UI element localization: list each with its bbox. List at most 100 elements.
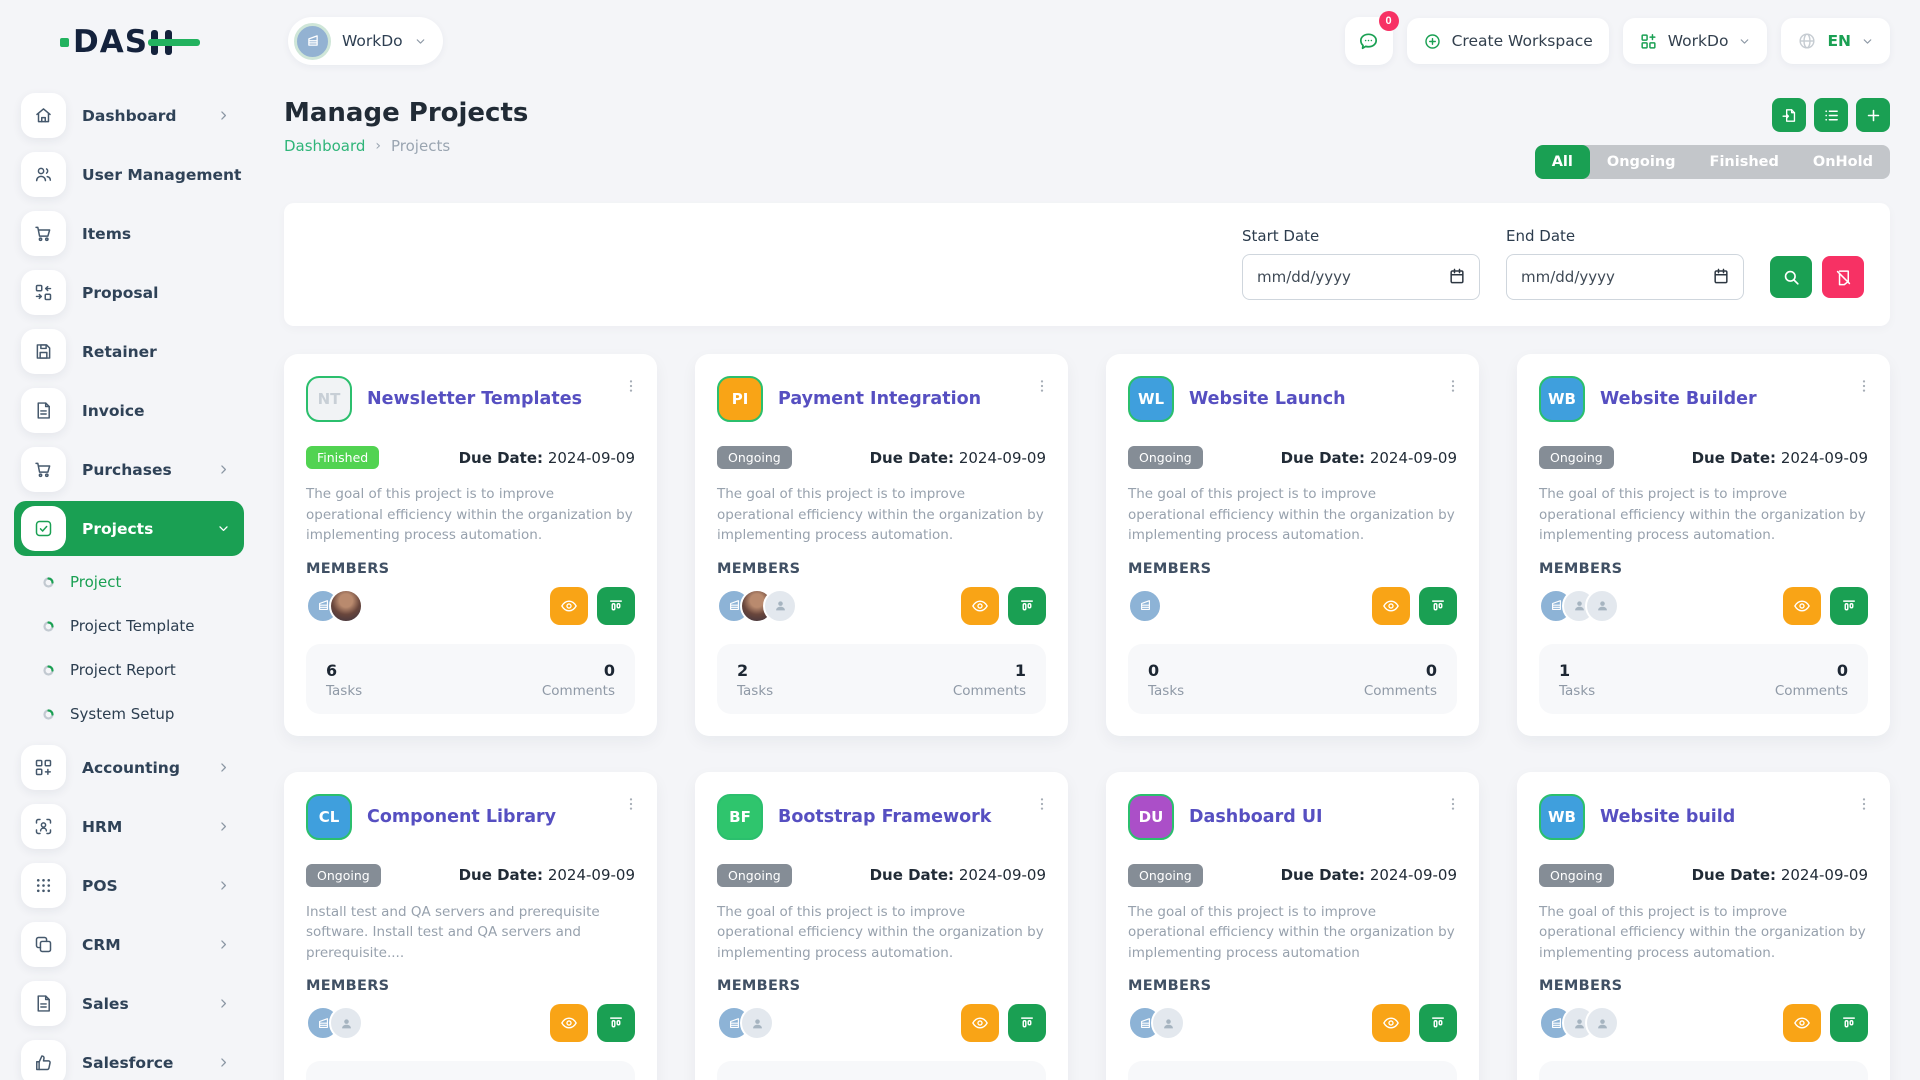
member-avatars xyxy=(717,589,797,623)
sidebar-item-user-management[interactable]: User Management xyxy=(14,147,244,202)
brand-logo[interactable]: DAS xyxy=(0,22,258,62)
project-title-link[interactable]: Bootstrap Framework xyxy=(778,807,991,827)
due-date: Due Date: 2024-09-09 xyxy=(1281,866,1457,884)
sidebar-item-retainer[interactable]: Retainer xyxy=(14,324,244,379)
project-avatar: BF xyxy=(717,794,763,840)
breadcrumb-dashboard-link[interactable]: Dashboard xyxy=(284,137,365,155)
due-date: Due Date: 2024-09-09 xyxy=(459,866,635,884)
page-title: Manage Projects xyxy=(284,98,528,128)
project-board-button[interactable] xyxy=(1830,1004,1868,1042)
kebab-menu-icon[interactable] xyxy=(1034,378,1050,394)
project-stats: 0 Tasks 0 Comments xyxy=(1128,1061,1457,1080)
sidebar-subitem-project-report[interactable]: Project Report xyxy=(0,648,258,692)
member-avatar-placeholder xyxy=(1151,1006,1185,1040)
sidebar-item-proposal[interactable]: Proposal xyxy=(14,265,244,320)
project-board-button[interactable] xyxy=(1419,587,1457,625)
tasks-label: Tasks xyxy=(737,683,773,699)
sidebar-item-label: Invoice xyxy=(82,402,230,420)
start-date-label: Start Date xyxy=(1242,227,1480,245)
sidebar-subitem-project[interactable]: Project xyxy=(0,560,258,604)
tasks-count: 6 xyxy=(326,661,362,680)
date-filter-panel: Start Date End Date xyxy=(284,203,1890,326)
sidebar-item-purchases[interactable]: Purchases xyxy=(14,442,244,497)
clear-filter-button[interactable] xyxy=(1822,256,1864,298)
project-title-link[interactable]: Website build xyxy=(1600,807,1735,827)
project-board-button[interactable] xyxy=(1419,1004,1457,1042)
kebab-menu-icon[interactable] xyxy=(1445,378,1461,394)
copy-icon xyxy=(21,922,66,967)
calendar-icon[interactable] xyxy=(1711,266,1731,290)
sidebar-item-dashboard[interactable]: Dashboard xyxy=(14,88,244,143)
sidebar-item-crm[interactable]: CRM xyxy=(14,917,244,972)
project-title-link[interactable]: Newsletter Templates xyxy=(367,389,582,409)
project-board-button[interactable] xyxy=(597,587,635,625)
status-badge: Ongoing xyxy=(306,864,381,887)
sidebar-item-sales[interactable]: Sales xyxy=(14,976,244,1031)
kebab-menu-icon[interactable] xyxy=(623,378,639,394)
project-title-link[interactable]: Dashboard UI xyxy=(1189,807,1323,827)
calendar-icon[interactable] xyxy=(1447,266,1467,290)
sidebar-menu: Dashboard User Management Items Proposal… xyxy=(0,88,258,1080)
sidebar-item-accounting[interactable]: Accounting xyxy=(14,740,244,795)
sidebar-item-projects[interactable]: Projects xyxy=(14,501,244,556)
workspace-selector[interactable]: WorkDo xyxy=(288,17,443,65)
app-switcher-button[interactable]: WorkDo xyxy=(1623,18,1768,64)
language-selector[interactable]: EN xyxy=(1781,18,1890,64)
project-title-link[interactable]: Component Library xyxy=(367,807,556,827)
status-tab-finished[interactable]: Finished xyxy=(1693,145,1796,179)
status-tab-ongoing[interactable]: Ongoing xyxy=(1590,145,1693,179)
project-title-link[interactable]: Website Launch xyxy=(1189,389,1346,409)
status-tab-onhold[interactable]: OnHold xyxy=(1796,145,1890,179)
project-board-button[interactable] xyxy=(597,1004,635,1042)
sidebar-subitem-system-setup[interactable]: System Setup xyxy=(0,692,258,736)
comments-count: 0 xyxy=(1775,661,1848,680)
status-tab-all[interactable]: All xyxy=(1535,145,1590,179)
search-button[interactable] xyxy=(1770,256,1812,298)
kebab-menu-icon[interactable] xyxy=(1034,796,1050,812)
project-board-button[interactable] xyxy=(1008,1004,1046,1042)
view-project-button[interactable] xyxy=(1372,1004,1410,1042)
kebab-menu-icon[interactable] xyxy=(623,796,639,812)
view-project-button[interactable] xyxy=(1783,1004,1821,1042)
view-project-button[interactable] xyxy=(550,587,588,625)
due-date: Due Date: 2024-09-09 xyxy=(870,449,1046,467)
start-date-input[interactable] xyxy=(1242,254,1480,300)
sidebar-item-items[interactable]: Items xyxy=(14,206,244,261)
proposal-icon xyxy=(21,270,66,315)
end-date-input[interactable] xyxy=(1506,254,1744,300)
view-project-button[interactable] xyxy=(961,587,999,625)
view-project-button[interactable] xyxy=(961,1004,999,1042)
comments-label: Comments xyxy=(953,683,1026,699)
list-view-button[interactable] xyxy=(1814,98,1848,132)
person-focus-icon xyxy=(21,804,66,849)
sidebar-item-invoice[interactable]: Invoice xyxy=(14,383,244,438)
project-title-link[interactable]: Payment Integration xyxy=(778,389,981,409)
messages-button[interactable]: 0 xyxy=(1345,17,1393,65)
check-square-icon xyxy=(21,506,66,551)
kebab-menu-icon[interactable] xyxy=(1856,378,1872,394)
member-avatars xyxy=(306,1006,363,1040)
view-project-button[interactable] xyxy=(1372,587,1410,625)
comments-label: Comments xyxy=(542,683,615,699)
grid-plus-icon xyxy=(1639,32,1658,51)
kebab-menu-icon[interactable] xyxy=(1445,796,1461,812)
page-header: Manage Projects Dashboard › Projects xyxy=(284,98,1890,179)
members-label: MEMBERS xyxy=(717,561,1046,577)
add-project-button[interactable] xyxy=(1856,98,1890,132)
kebab-menu-icon[interactable] xyxy=(1856,796,1872,812)
sidebar-item-salesforce[interactable]: Salesforce xyxy=(14,1035,244,1080)
member-avatars xyxy=(717,1006,774,1040)
language-label: EN xyxy=(1827,32,1851,50)
project-title-link[interactable]: Website Builder xyxy=(1600,389,1757,409)
sidebar-item-hrm[interactable]: HRM xyxy=(14,799,244,854)
create-workspace-button[interactable]: Create Workspace xyxy=(1407,18,1609,64)
sidebar-subitem-project-template[interactable]: Project Template xyxy=(0,604,258,648)
view-project-button[interactable] xyxy=(550,1004,588,1042)
export-projects-button[interactable] xyxy=(1772,98,1806,132)
sidebar-item-pos[interactable]: POS xyxy=(14,858,244,913)
project-board-button[interactable] xyxy=(1008,587,1046,625)
project-board-button[interactable] xyxy=(1830,587,1868,625)
submenu-bullet-icon xyxy=(42,708,55,721)
view-project-button[interactable] xyxy=(1783,587,1821,625)
project-description: The goal of this project is to improve o… xyxy=(717,484,1046,546)
